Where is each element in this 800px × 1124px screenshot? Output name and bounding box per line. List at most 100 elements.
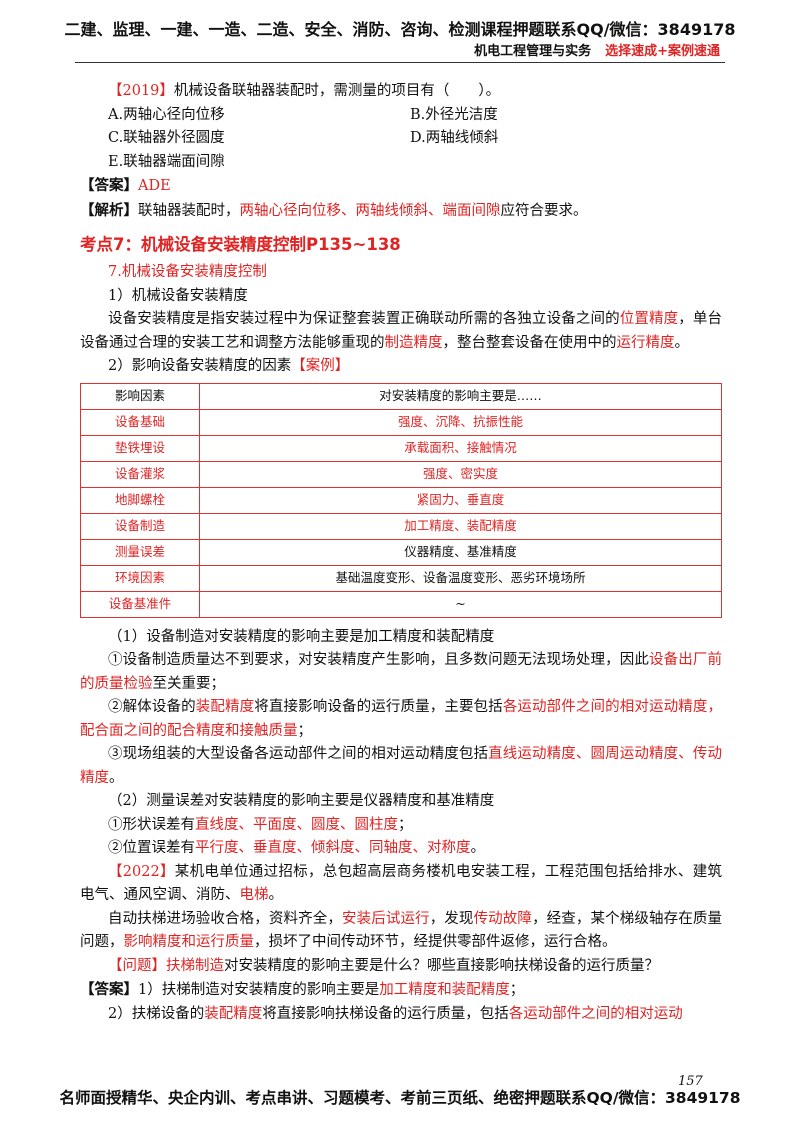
factor-table: 影响因素 对安装精度的影响主要是…… 设备基础 强度、沉降、抗振性能 垫铁埋设 承载面积、…	[80, 382, 722, 618]
text-run: 对安装精度的影响主要是什么？哪些直接影响扶梯设备的运行质量？	[224, 957, 659, 974]
paragraph: 【答案】1）扶梯制造对安装精度的影响主要是加工精度和装配精度；	[80, 978, 722, 1003]
text-run: 装配精度	[195, 699, 255, 715]
paragraph: 【2019】机械设备联轴器装配时，需测量的项目有（ ）。	[80, 80, 722, 104]
text-run: （2）测量误差对安装精度的影响主要是仪器精度和基准精度	[108, 793, 495, 809]
paragraph: （1）设备制造对安装精度的影响主要是加工精度和装配精度	[80, 626, 722, 650]
text-run: 至关重要；	[152, 675, 226, 692]
text-run: 【2019】	[108, 83, 174, 99]
text-run: 设备出厂前的质量检验	[80, 652, 723, 692]
text-run: 加工精度和装配精度	[379, 982, 510, 998]
text-run: 2）扶梯设备的	[108, 1005, 205, 1022]
option: D.两轴线倾斜	[410, 130, 499, 146]
text-run: 。	[268, 887, 284, 903]
text-run: 【问题】扶梯制造	[108, 957, 224, 974]
text-run: 直线运动精度、圆周运动精度、传动精度	[80, 746, 722, 786]
paragraph: 【问题】扶梯制造对安装精度的影响主要是什么？哪些直接影响扶梯设备的运行质量？	[80, 955, 722, 979]
text-run: 平行度、垂直度、倾斜度、同轴度、对称度	[195, 840, 471, 856]
table-cell: 强度、密实度	[199, 460, 722, 488]
table-cell: 测量误差	[80, 538, 200, 566]
header-cell: 对安装精度的影响主要是……	[199, 382, 722, 410]
section-heading: 考点7：机械设备安装精度控制P135~138	[80, 235, 401, 254]
table-cell: 设备制造	[80, 512, 200, 540]
tagline: 选择速成+案例速通	[605, 44, 720, 59]
paragraph: 【2022】某机电单位通过招标，总包超高层商务楼机电安装工程，工程范围包括给排水…	[80, 861, 722, 908]
text-run: 位置精度	[619, 311, 679, 327]
option: A.两轴心径向位移	[108, 106, 225, 123]
text-run: 自动扶梯进场验收合格，资料齐全，	[108, 910, 342, 927]
table-cell: 环境因素	[80, 564, 200, 592]
text-run: ，单台设备通过合理的安装工艺和调整方法能够重现的	[80, 311, 723, 351]
paragraph: （2）测量误差对安装精度的影响主要是仪器精度和基准精度	[80, 790, 722, 814]
table-row: 垫铁埋设 承载面积、接触情况	[80, 434, 722, 462]
table-cell: 垫铁埋设	[80, 434, 200, 462]
paragraph: 7.机械设备安装精度控制	[80, 261, 722, 285]
table-cell: 紧固力、垂直度	[199, 486, 722, 514]
text-run: 某机电单位通过招标，总包超高层商务楼机电安装工程，工程范围包括给排水、建筑电气、…	[80, 863, 722, 904]
header-rule	[75, 62, 725, 63]
option: B.外径光洁度	[410, 106, 498, 123]
footer: 名师面授精华、央企内训、考点串讲、习题模考、考前三页纸、绝密押题联系QQ/微信：…	[59, 1089, 741, 1107]
option: E.联轴器端面间隙	[108, 153, 225, 170]
paragraph: 2）影响设备安装精度的因素【案例】	[80, 355, 722, 379]
option-row: C.联轴器外径圆度 D.两轴线倾斜	[80, 127, 722, 151]
table-cell: 承载面积、接触情况	[199, 434, 722, 462]
table-cell: 强度、沉降、抗振性能	[199, 408, 722, 436]
text-run: 【答案】	[80, 177, 138, 194]
table-cell: 设备基础	[80, 408, 200, 436]
table-header-row: 影响因素 对安装精度的影响主要是……	[80, 382, 722, 410]
text-run: 【解析】	[80, 201, 138, 219]
text-run: 传动故障	[473, 910, 533, 927]
paragraph: ①形状误差有直线度、平面度、圆度、圆柱度；	[80, 814, 722, 838]
table-cell: 仪器精度、基准精度	[199, 538, 722, 566]
paragraph: ③现场组装的大型设备各运动部件之间的相对运动精度包括直线运动精度、圆周运动精度、…	[80, 743, 722, 790]
header-title: 二建、监理、一建、一造、二造、安全、消防、咨询、检测课程押题联系QQ/微信：38…	[64, 20, 736, 39]
table-row: 设备灌浆 强度、密实度	[80, 460, 722, 488]
option-row: E.联轴器端面间隙	[80, 151, 722, 175]
text-run: 各运动部件之间的相对运动精度，配合面之间的配合精度和接触质量	[80, 699, 723, 739]
paragraph: 设备安装精度是指安装过程中为保证整套装置正确联动所需的各独立设备之间的位置精度，…	[80, 308, 722, 355]
table-row: 测量误差 仪器精度、基准精度	[80, 538, 722, 566]
table-row: 设备制造 加工精度、装配精度	[80, 512, 722, 540]
option-row: A.两轴心径向位移 B.外径光洁度	[80, 104, 722, 128]
text-run: 各运动部件之间的相对运动	[508, 1005, 683, 1022]
text-run: 将直接影响设备的运行质量，主要包括	[254, 699, 503, 715]
text-run: 机械设备联轴器装配时，需测量的项目有（ ）。	[173, 83, 501, 99]
table-cell: 基础温度变形、设备温度变形、恶劣环境场所	[199, 564, 722, 592]
text-run: ，损坏了中间传动环节，经提供零部件返修，运行合格。	[254, 934, 617, 950]
text-run: 2）影响设备安装精度的因素	[108, 358, 292, 374]
paragraph: ②位置误差有平行度、垂直度、倾斜度、同轴度、对称度。	[80, 837, 722, 861]
text-run: 【答案】	[80, 981, 138, 998]
text-run: 影响精度和运行质量	[123, 934, 255, 950]
table-cell: 加工精度、装配精度	[199, 512, 722, 540]
text-run: 。	[109, 769, 124, 786]
text-run: ②位置误差有	[108, 840, 195, 856]
paragraph: 【答案】ADE	[80, 174, 722, 199]
text-run: 运行精度	[616, 334, 675, 351]
text-run: 设备安装精度是指安装过程中为保证整套装置正确联动所需的各独立设备之间的	[108, 311, 620, 327]
text-run: 。	[470, 840, 486, 856]
text-run: 电梯	[239, 887, 269, 903]
text-run: ；	[509, 982, 525, 998]
table-cell: 设备灌浆	[80, 460, 200, 488]
text-run: 【2022】	[108, 863, 175, 880]
text-run: （1）设备制造对安装精度的影响主要是加工精度和装配精度	[108, 628, 495, 645]
text-run: ①形状误差有	[108, 816, 195, 833]
text-run: 。	[674, 334, 690, 351]
text-run: ；	[398, 816, 413, 833]
content: 【2019】机械设备联轴器装配时，需测量的项目有（ ）。 A.两轴心径向位移 B.外…	[80, 80, 722, 1026]
table-cell: 地脚螺栓	[80, 486, 200, 514]
text-run: 直线度、平面度、圆度、圆柱度	[195, 816, 398, 833]
text-run: ②解体设备的	[108, 699, 196, 715]
text-run: 联轴器装配时，	[138, 202, 240, 219]
text-run: 1）机械设备安装精度	[108, 287, 248, 304]
text-run: 两轴心径向位移、两轴线倾斜、端面间隙	[239, 202, 501, 219]
text-run: 7.机械设备安装精度控制	[108, 264, 267, 280]
header-subject: 机电工程管理与实务 选择速成+案例速通	[474, 40, 720, 59]
text-run: ，整台整套设备在使用中的	[442, 334, 617, 351]
table-row: 环境因素 基础温度变形、设备温度变形、恶劣环境场所	[80, 564, 722, 592]
text-run: 制造精度	[384, 334, 443, 351]
subject: 机电工程管理与实务	[474, 44, 592, 59]
paragraph: ①设备制造质量达不到要求，对安装精度产生影响，且多数问题无法现场处理，因此设备出…	[80, 649, 722, 696]
paragraph: 2）扶梯设备的装配精度将直接影响扶梯设备的运行质量，包括各运动部件之间的相对运动	[80, 1003, 722, 1027]
